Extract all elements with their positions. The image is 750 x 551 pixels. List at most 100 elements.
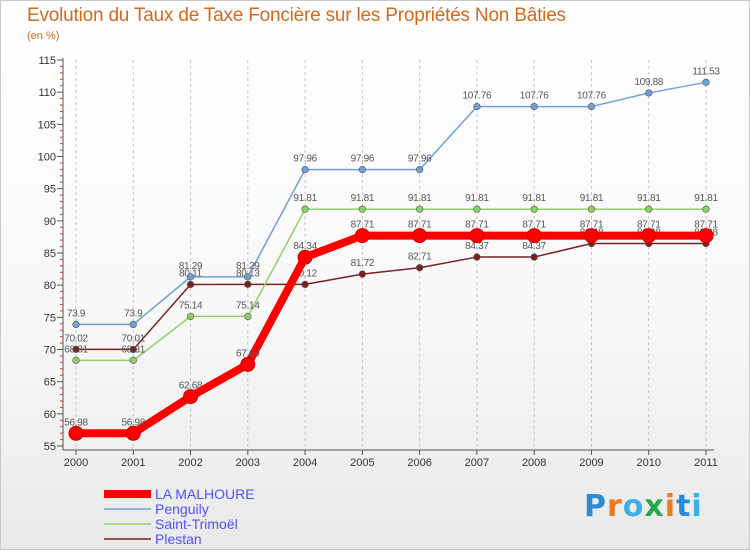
data-label-saint-trimo-l: 91.81 (293, 193, 317, 204)
data-point-penguily (416, 166, 424, 174)
data-point-plestan (416, 264, 424, 272)
data-point-la-malhoure (240, 356, 256, 372)
logo-letter: i (691, 489, 703, 524)
data-label-saint-trimo-l: 75.14 (236, 300, 260, 311)
data-label-penguily: 107.76 (520, 91, 550, 102)
data-label-la-malhoure: 62.68 (179, 381, 203, 392)
data-label-la-malhoure: 87.71 (522, 220, 546, 231)
data-point-plestan (358, 270, 366, 278)
data-label-plestan: 70.01 (122, 333, 146, 344)
y-tick-label: 65 (44, 377, 56, 389)
logo-letter: P (584, 489, 607, 524)
data-point-la-malhoure (412, 228, 428, 244)
data-label-plestan: 84.37 (465, 241, 489, 252)
x-tick-label: 2007 (465, 457, 489, 469)
data-point-saint-trimo-l (186, 312, 195, 321)
y-tick-label: 60 (44, 409, 56, 421)
logo-letter: t (676, 489, 692, 524)
legend-label-saint-trimo-l: Saint-Trimoël (155, 516, 238, 532)
series-line-penguily (76, 81, 707, 326)
x-tick-label: 2000 (64, 457, 88, 469)
chart-title: Evolution du Taux de Taxe Foncière sur l… (27, 5, 566, 26)
data-label-saint-trimo-l: 91.81 (351, 193, 375, 204)
data-label-la-malhoure: 84.34 (293, 241, 317, 252)
x-tick-label: 2008 (522, 457, 546, 469)
x-tick-label: 2010 (636, 457, 660, 469)
data-label-saint-trimo-l: 91.81 (694, 193, 718, 204)
data-point-saint-trimo-l (645, 205, 653, 213)
data-label-plestan: 82.71 (408, 252, 432, 263)
y-tick-label: 100 (38, 152, 56, 164)
data-point-penguily (473, 102, 481, 111)
logo-letter: x (644, 489, 665, 524)
series-line-saint-trimo-l (76, 208, 706, 362)
legend-label-plestan: Plestan (155, 531, 202, 547)
data-point-penguily (72, 320, 80, 329)
data-point-penguily (129, 320, 137, 329)
data-point-penguily (645, 89, 653, 97)
data-point-plestan (244, 280, 252, 288)
data-point-la-malhoure (183, 389, 199, 405)
data-point-saint-trimo-l (244, 312, 252, 321)
data-label-penguily: 97.96 (408, 154, 432, 165)
data-label-plestan: 81.72 (351, 258, 375, 269)
data-label-penguily: 73.9 (67, 308, 86, 319)
y-tick-label: 115 (38, 55, 56, 67)
x-tick-label: 2005 (350, 457, 374, 469)
data-point-saint-trimo-l (702, 205, 710, 213)
data-label-penguily: 73.9 (124, 308, 143, 319)
x-tick-label: 2002 (178, 457, 202, 469)
data-point-plestan (72, 345, 80, 353)
data-point-penguily (702, 78, 710, 86)
data-point-la-malhoure (641, 228, 657, 244)
x-tick-label: 2011 (694, 457, 718, 469)
data-point-saint-trimo-l (587, 205, 596, 213)
data-point-saint-trimo-l (530, 205, 538, 213)
data-point-penguily (530, 102, 538, 111)
data-label-la-malhoure: 87.71 (637, 220, 661, 231)
data-point-la-malhoure (125, 425, 141, 441)
data-label-plestan: 80.12 (293, 268, 317, 279)
data-point-saint-trimo-l (301, 205, 309, 213)
data-point-plestan (129, 345, 137, 354)
data-point-la-malhoure (354, 228, 370, 244)
y-tick-label: 110 (38, 87, 56, 99)
y-tick-label: 90 (44, 216, 56, 228)
data-label-plestan: 84.37 (522, 241, 546, 252)
data-point-plestan (473, 253, 481, 261)
data-label-penguily: 81.29 (236, 261, 260, 272)
series-line-la-malhoure (76, 231, 706, 438)
data-label-plestan: 70.02 (64, 333, 88, 344)
logo-letter: o (622, 489, 645, 524)
y-tick-label: 95 (44, 184, 56, 196)
data-point-la-malhoure (68, 425, 84, 441)
x-tick-label: 2001 (121, 457, 145, 469)
data-point-plestan (186, 280, 195, 289)
x-tick-label: 2006 (407, 457, 431, 469)
logo-letter: i (664, 489, 677, 524)
y-tick-label: 80 (44, 280, 56, 292)
data-point-la-malhoure (583, 228, 599, 244)
data-point-la-malhoure (469, 228, 485, 244)
data-label-penguily: 107.76 (463, 91, 493, 102)
y-tick-label: 75 (44, 312, 56, 324)
data-label-la-malhoure: 87.71 (351, 220, 375, 231)
data-point-plestan (530, 253, 538, 261)
data-label-saint-trimo-l: 91.81 (522, 193, 546, 204)
data-label-penguily: 97.96 (293, 154, 317, 165)
data-label-la-malhoure: 87.71 (465, 220, 489, 231)
data-label-saint-trimo-l: 91.81 (465, 193, 489, 204)
data-label-saint-trimo-l: 91.81 (580, 193, 604, 204)
x-tick-label: 2009 (579, 457, 603, 469)
data-label-la-malhoure: 87.71 (408, 220, 432, 231)
data-label-penguily: 109.88 (634, 77, 664, 88)
unit-label: (en %) (27, 30, 60, 42)
logo-letter: r (607, 489, 623, 524)
y-tick-label: 105 (38, 119, 56, 131)
data-point-penguily (301, 166, 309, 174)
data-point-penguily (587, 102, 596, 111)
data-point-saint-trimo-l (416, 205, 424, 213)
proxiti-logo: Proxiti (584, 489, 703, 524)
